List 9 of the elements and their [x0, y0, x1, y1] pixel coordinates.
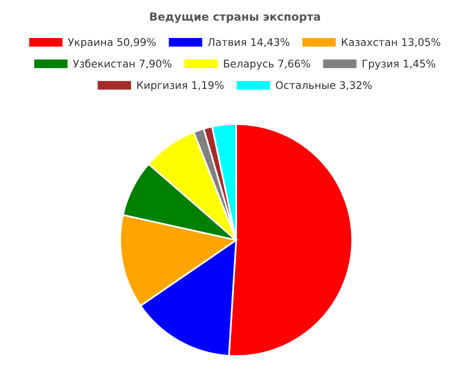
- legend-label: Киргизия 1,19%: [137, 81, 224, 92]
- legend-label: Украина 50,99%: [68, 38, 156, 48]
- legend-label: Остальные 3,32%: [276, 81, 372, 90]
- legend-label: Казахстан 13,05%: [342, 38, 440, 48]
- legend-label: Латвия 14,43%: [208, 38, 290, 48]
- legend-label: Беларусь 7,66%: [224, 60, 310, 70]
- legend-label: Грузия 1,45%: [362, 60, 436, 70]
- legend-label: Узбекистан 7,90%: [72, 59, 172, 69]
- chart-title: Ведущие страны экспорта: [150, 12, 320, 23]
